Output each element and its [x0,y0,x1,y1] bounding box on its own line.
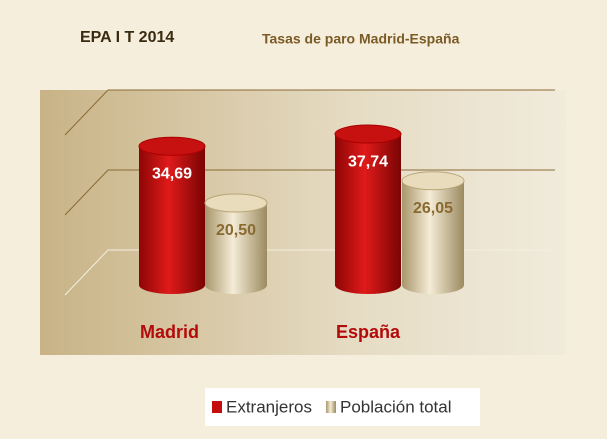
legend [205,388,480,426]
legend-swatch [212,401,222,413]
bar [204,193,268,294]
legend-label: Extranjeros [226,397,312,416]
bar [401,171,465,294]
bar [138,136,206,294]
chart-subtitle: Tasas de paro Madrid-España [262,31,460,47]
legend-swatch [325,401,336,413]
plot-panel [40,90,566,355]
data-label: 20,50 [216,222,256,239]
data-label: 34,69 [152,165,192,182]
grid-line [64,169,555,216]
chart-title: EPA I T 2014 [80,29,174,46]
legend-label: Población total [340,397,452,416]
bar [334,124,402,294]
data-label: 37,74 [348,153,388,170]
x-tick-label: España [336,322,401,342]
data-label: 26,05 [413,200,453,217]
grid-line [64,89,555,136]
x-tick-label: Madrid [140,322,199,342]
